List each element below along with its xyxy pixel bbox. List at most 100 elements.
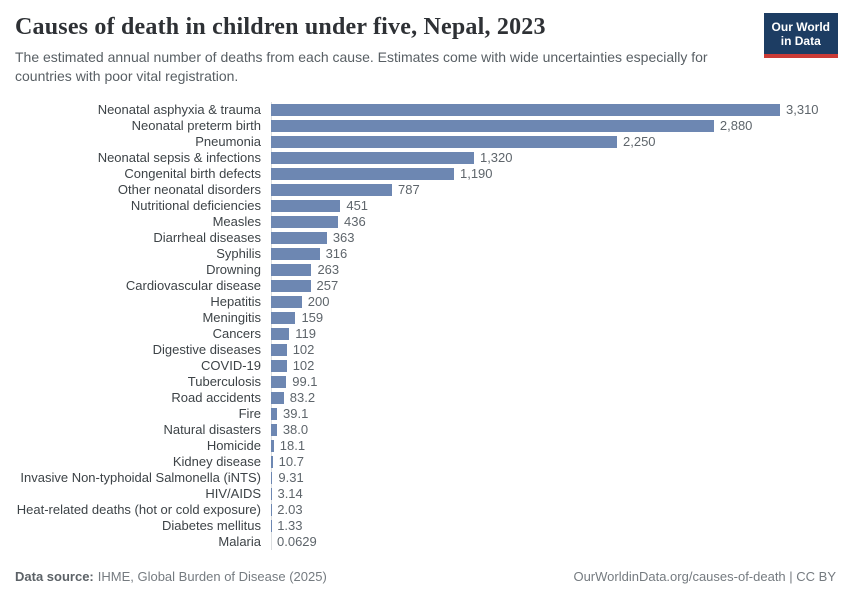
category-label: Road accidents [171,390,261,406]
value-label: 39.1 [283,406,309,422]
bar-cell: 38.0 [266,422,850,438]
chart-row: Diabetes mellitus 1.33 [0,518,850,534]
chart-row: Cancers 119 [0,326,850,342]
bar[interactable] [271,264,312,277]
chart-row: Road accidents 83.2 [0,390,850,406]
bar-cell: 10.7 [266,454,850,470]
bar-cell: 1,190 [266,166,850,182]
bar[interactable] [271,184,393,197]
category-label: Measles [212,214,261,230]
category-label: Meningitis [202,310,261,326]
bar-cell: 0.0629 [266,534,850,550]
category-label: Cardiovascular disease [125,278,261,294]
category-label: Diabetes mellitus [162,518,261,534]
value-label: 200 [307,294,330,310]
bar-cell: 200 [266,294,850,310]
category-label: Pneumonia [195,134,261,150]
chart-row: Kidney disease 10.7 [0,454,850,470]
bar[interactable] [271,472,273,485]
page-title: Causes of death in children under five, … [15,14,546,40]
value-label: 1,320 [479,150,513,166]
bar[interactable] [271,328,290,341]
bar[interactable] [271,424,277,437]
chart-row: Drowning 263 [0,262,850,278]
bar[interactable] [271,408,277,421]
category-label: Invasive Non-typhoidal Salmonella (iNTS) [20,470,261,486]
bar[interactable] [271,344,287,357]
bar[interactable] [271,216,339,229]
category-label: Congenital birth defects [124,166,261,182]
chart-row: Fire 39.1 [0,406,850,422]
bar-cell: 39.1 [266,406,850,422]
chart-row: Hepatitis 200 [0,294,850,310]
bar[interactable] [271,456,273,469]
chart-row: Heat-related deaths (hot or cold exposur… [0,502,850,518]
value-label: 436 [344,214,366,230]
chart-row: Malaria 0.0629 [0,534,850,550]
bar-cell: 159 [266,310,850,326]
bar[interactable] [271,376,287,389]
bar[interactable] [271,200,341,213]
data-source-text: Data source: IHME, Global Burden of Disea… [15,569,327,584]
bar[interactable] [271,104,780,117]
category-label: Diarrheal diseases [153,230,261,246]
bar-cell: 2.03 [266,502,850,518]
bar[interactable] [271,296,302,309]
value-label: 102 [292,358,315,374]
category-label: Neonatal asphyxia & trauma [97,102,261,118]
category-label: Nutritional deficiencies [130,198,261,214]
data-source-label: Data source: [15,569,94,584]
bar-cell: 263 [266,262,850,278]
value-label: 83.2 [289,390,316,406]
owid-logo[interactable]: Our World in Data [763,13,838,58]
value-label: 257 [316,278,339,294]
bar-cell: 119 [266,326,850,342]
bar[interactable] [271,392,284,405]
bar[interactable] [271,152,474,165]
value-label: 10.7 [278,454,304,470]
bar[interactable] [271,312,296,325]
chart-row: Pneumonia 2,250 [0,134,850,150]
value-label: 2,250 [623,134,656,150]
value-label: 316 [325,246,348,262]
chart-row: Neonatal preterm birth 2,880 [0,118,850,134]
chart-row: Cardiovascular disease 257 [0,278,850,294]
category-label: Hepatitis [210,294,261,310]
bar-cell: 2,880 [266,118,850,134]
bar[interactable] [271,136,617,149]
chart-row: Tuberculosis 99.1 [0,374,850,390]
value-label: 1,190 [459,166,493,182]
category-label: HIV/AIDS [205,486,261,502]
owid-logo-line-1: Our World [771,20,830,34]
category-label: Neonatal sepsis & infections [97,150,261,166]
value-label: 102 [292,342,315,358]
chart-header: Causes of death in children under five, … [0,0,850,85]
bar[interactable] [271,120,714,133]
chart-footer: Data source: IHME, Global Burden of Disea… [15,569,836,584]
category-label: Neonatal preterm birth [131,118,261,134]
value-label: 38.0 [282,422,309,438]
value-label: 0.0629 [277,534,317,550]
bar[interactable] [271,280,311,293]
category-label: COVID-19 [201,358,261,374]
chart-row: Meningitis 159 [0,310,850,326]
bar-cell: 787 [266,182,850,198]
chart-row: Neonatal asphyxia & trauma 3,310 [0,102,850,118]
footer-link[interactable]: OurWorldinData.org/causes-of-death | CC … [573,569,836,584]
bar[interactable] [271,168,454,181]
category-label: Fire [238,406,261,422]
bar-cell: 316 [266,246,850,262]
value-label: 99.1 [292,374,318,390]
bar-cell: 3,310 [266,102,850,118]
chart-row: COVID-19 102 [0,358,850,374]
value-label: 787 [398,182,420,198]
value-label: 159 [301,310,324,326]
bar[interactable] [271,232,327,245]
chart-row: Measles 436 [0,214,850,230]
bar[interactable] [271,360,287,373]
bar-cell: 9.31 [266,470,850,486]
category-label: Syphilis [216,246,261,262]
bar[interactable] [271,248,320,261]
bar-cell: 1,320 [266,150,850,166]
bar[interactable] [271,440,274,453]
